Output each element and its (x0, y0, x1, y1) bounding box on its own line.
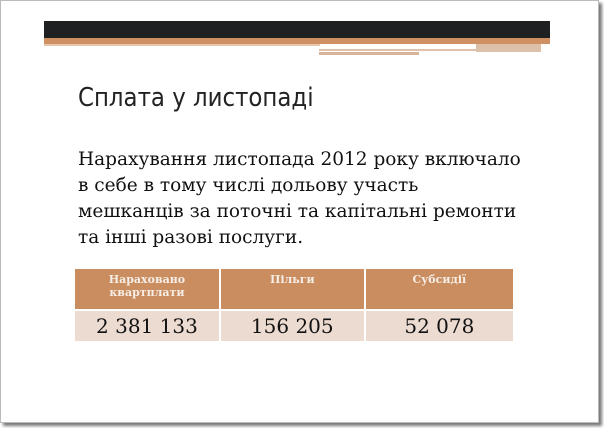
header-accrued: Нараховано квартплати (75, 269, 221, 311)
top-accent-bar-lower2 (319, 52, 419, 55)
header-subsidies: Субсидії (364, 269, 516, 311)
header-benefits: Пільги (219, 269, 366, 311)
slide-title: Сплата у листопаді (78, 83, 314, 113)
payments-table: Нараховано квартплати Пільги Субсидії 2 … (75, 269, 516, 341)
top-accent-bar-light (44, 44, 320, 46)
top-dark-bar (44, 21, 550, 38)
top-accent-bar-end (476, 44, 541, 52)
table-header-row: Нараховано квартплати Пільги Субсидії (75, 269, 516, 311)
top-accent-bar (44, 38, 550, 44)
top-accent-bar-lower (319, 49, 476, 51)
table-row: 2 381 133 156 205 52 078 (75, 310, 516, 341)
slide-body-text: Нарахування листопада 2012 року включало… (78, 149, 521, 248)
cell-subsidies: 52 078 (364, 310, 516, 341)
cell-benefits: 156 205 (219, 310, 366, 341)
cell-accrued: 2 381 133 (75, 310, 221, 341)
